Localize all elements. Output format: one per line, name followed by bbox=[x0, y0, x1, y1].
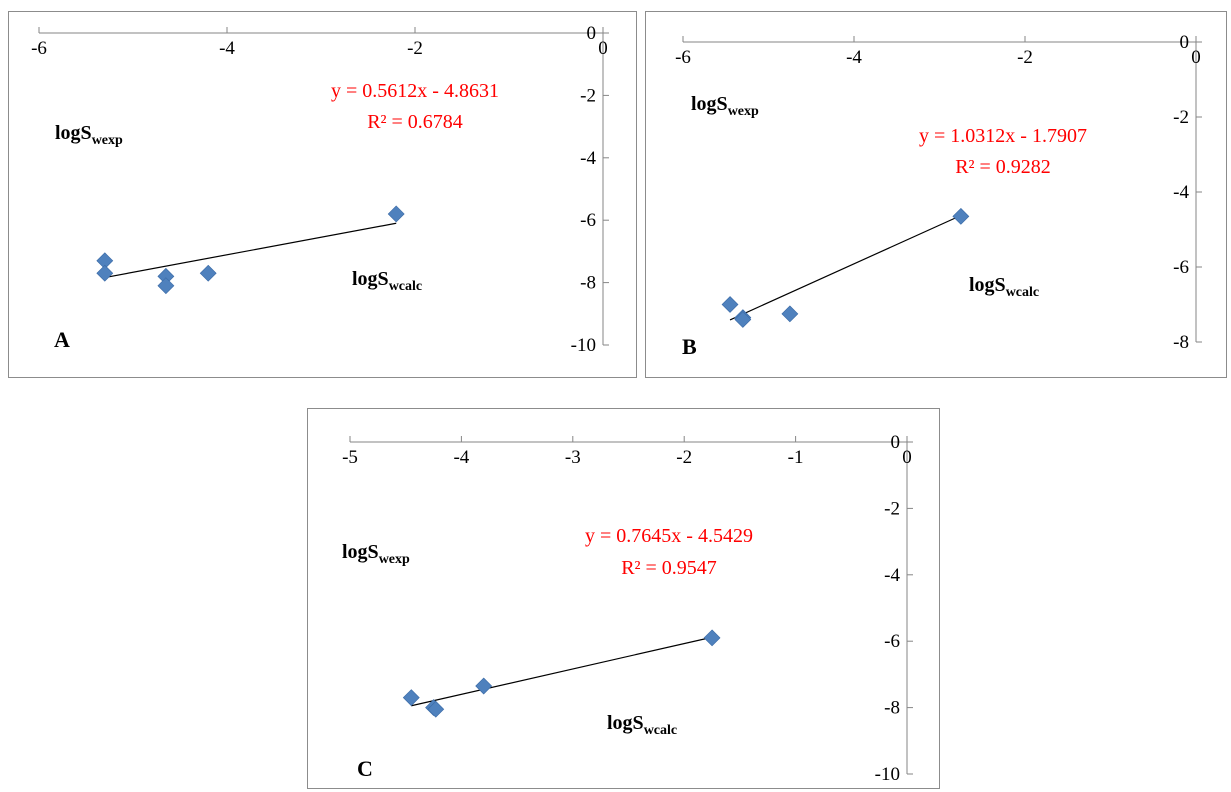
chart-b-y-tick-label: -4 bbox=[1173, 182, 1189, 203]
chart-a-x-tick-label: 0 bbox=[598, 38, 608, 59]
chart-a-data-point bbox=[157, 277, 175, 295]
chart-c-y-tick-label: -2 bbox=[884, 498, 900, 519]
chart-a-panel-label: A bbox=[54, 327, 70, 352]
chart-c-panel-label: C bbox=[357, 756, 373, 781]
chart-c-y-tick-label: -6 bbox=[884, 631, 900, 652]
chart-b-x-tick-label: -2 bbox=[1017, 47, 1033, 68]
chart-c-x-tick-label: -1 bbox=[788, 447, 804, 468]
scatter-chart-a: -6 -4 -2 00 -2 -4 -6 -8 -10 y = 0.5612x - 4.8631 R… bbox=[31, 23, 609, 356]
chart-c-r-squared: R² = 0.9547 bbox=[621, 557, 717, 579]
chart-b-x-axis-label: logSwcalc bbox=[969, 274, 1039, 300]
chart-c-y-tick-label: -10 bbox=[875, 764, 900, 785]
chart-c-trendline bbox=[411, 636, 713, 707]
chart-c-x-tick-label: -4 bbox=[453, 447, 469, 468]
chart-c-x-tick-label: 0 bbox=[902, 447, 912, 468]
chart-b-data-point bbox=[721, 296, 739, 313]
chart-b-data-point bbox=[781, 305, 799, 323]
chart-b-regression-equation: y = 1.0312x - 1.7907 bbox=[919, 125, 1087, 147]
chart-a-y-tick-label: -10 bbox=[571, 335, 596, 356]
chart-c-data-point bbox=[703, 629, 721, 647]
chart-a-y-tick-label: -2 bbox=[580, 85, 596, 106]
chart-c-y-axis-label: logSwexp bbox=[342, 541, 410, 567]
chart-b-y-tick-label: -6 bbox=[1173, 257, 1189, 278]
chart-a-y-tick-label: 0 bbox=[587, 23, 597, 44]
chart-c-data-point bbox=[427, 700, 445, 718]
chart-b-trendline bbox=[729, 214, 962, 321]
chart-panel-b: -6 -4 -2 0 0 -2 -4 -6 -8 y = 1.0312x - 1.7907 R² =… bbox=[645, 11, 1227, 378]
chart-b-x-tick-label: 0 bbox=[1191, 47, 1201, 68]
chart-a-y-tick-label: -4 bbox=[580, 148, 596, 169]
chart-c-data-point bbox=[402, 689, 420, 707]
chart-a-x-tick-label: -2 bbox=[407, 38, 423, 59]
chart-a-y-tick-label: -8 bbox=[580, 273, 596, 294]
chart-panel-a: -6 -4 -2 0 0 -2 -4 -6 -8 -10 y = 0.5612x - 4.8631 R… bbox=[8, 11, 637, 378]
chart-c-x-tick-label: -3 bbox=[565, 447, 581, 468]
scatter-chart-b: -6 -4 -2 00 -2 -4 -6 -8 y = 1.0312x - 1.7907 R² =… bbox=[675, 32, 1202, 359]
chart-c-data-point bbox=[475, 677, 493, 695]
chart-b-y-tick-label: 0 bbox=[1180, 32, 1190, 53]
chart-b-y-axis-label: logSwexp bbox=[691, 93, 759, 119]
chart-panel-c: -5 -4 -3 -2 -1 0 0 -2 -4 -6 -8 -10 y = 0.7645x - 4.5… bbox=[307, 408, 940, 789]
chart-c-y-tick-label: 0 bbox=[891, 432, 901, 453]
chart-b-y-tick-label: -8 bbox=[1173, 332, 1189, 353]
chart-a-trendline bbox=[104, 222, 397, 279]
chart-b-x-tick-label: -6 bbox=[675, 47, 691, 68]
chart-a-y-tick-label: -6 bbox=[580, 210, 596, 231]
chart-c-regression-equation: y = 0.7645x - 4.5429 bbox=[585, 525, 753, 547]
chart-a-regression-equation: y = 0.5612x - 4.8631 bbox=[331, 80, 499, 102]
chart-c-y-tick-label: -4 bbox=[884, 565, 900, 586]
chart-a-x-tick-label: -6 bbox=[31, 38, 47, 59]
chart-a-r-squared: R² = 0.6784 bbox=[367, 111, 463, 133]
scatter-chart-c: -5 -4 -3 -2 -1 00-2-4-6-8-10y = 0.7645x - 4.5… bbox=[342, 432, 913, 785]
chart-a-data-point bbox=[387, 205, 405, 223]
chart-c-x-axis-label: logSwcalc bbox=[607, 712, 677, 738]
chart-a-data-point bbox=[199, 264, 217, 282]
chart-b-data-point bbox=[734, 311, 752, 328]
chart-a-x-axis-label: logSwcalc bbox=[352, 268, 422, 294]
chart-a-x-tick-label: -4 bbox=[219, 38, 235, 59]
chart-a-data-point bbox=[96, 264, 114, 282]
chart-b-data-point bbox=[952, 207, 970, 225]
chart-a-y-axis-label: logSwexp bbox=[55, 122, 123, 148]
chart-c-y-tick-label: -8 bbox=[884, 698, 900, 719]
chart-c-x-tick-label: -5 bbox=[342, 447, 358, 468]
chart-b-panel-label: B bbox=[682, 334, 697, 359]
chart-b-y-tick-label: -2 bbox=[1173, 107, 1189, 128]
chart-b-x-tick-label: -4 bbox=[846, 47, 862, 68]
chart-b-r-squared: R² = 0.9282 bbox=[955, 156, 1051, 178]
chart-c-x-tick-label: -2 bbox=[676, 447, 692, 468]
